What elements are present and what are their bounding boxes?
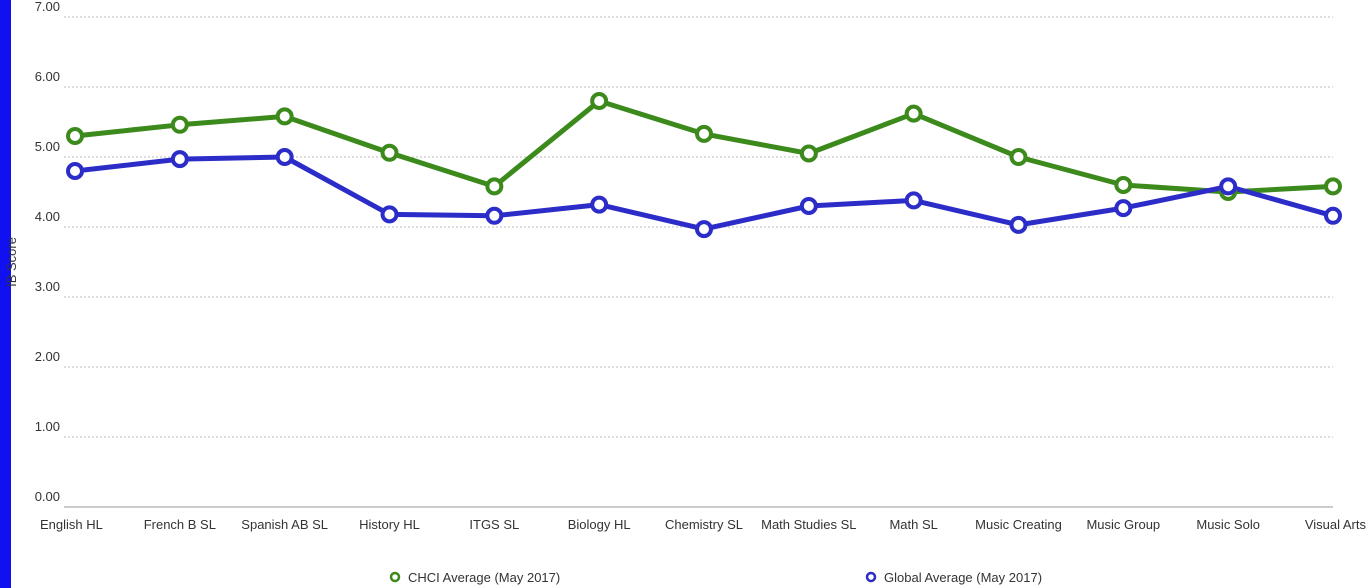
data-point xyxy=(1114,176,1133,194)
left-accent-bar xyxy=(0,0,11,588)
x-tick-label: History HL xyxy=(359,517,420,532)
x-tick-label: Visual Arts xyxy=(1305,517,1367,532)
data-point xyxy=(275,148,294,166)
x-tick-label: ITGS SL xyxy=(469,517,519,532)
series xyxy=(66,92,1342,239)
data-point xyxy=(1219,177,1238,196)
gridlines xyxy=(64,16,1333,508)
data-point xyxy=(485,177,504,196)
data-point xyxy=(1009,148,1028,166)
y-axis-ticks: 0.00 1.00 2.00 3.00 4.00 5.00 6.00 7.00 xyxy=(35,0,60,504)
x-tick-label: English HL xyxy=(40,517,103,532)
legend-marker xyxy=(389,571,401,583)
data-point xyxy=(1324,177,1342,196)
data-point xyxy=(275,107,294,126)
y-tick-label: 6.00 xyxy=(35,69,60,84)
data-point xyxy=(904,191,923,210)
data-point xyxy=(1009,215,1028,234)
y-tick-label: 2.00 xyxy=(35,349,60,364)
legend: CHCI Average (May 2017) Global Average (M… xyxy=(389,570,1042,585)
x-tick-label: Chemistry SL xyxy=(665,517,743,532)
data-point xyxy=(1114,199,1133,218)
y-tick-label: 3.00 xyxy=(35,279,60,294)
data-point xyxy=(590,195,609,214)
data-point xyxy=(66,162,84,180)
data-point xyxy=(66,127,84,145)
y-tick-label: 4.00 xyxy=(35,209,60,224)
x-axis-ticks: English HL French B SL Spanish AB SL Histor… xyxy=(40,517,1366,532)
data-point xyxy=(904,104,923,123)
data-point xyxy=(170,115,189,134)
data-point xyxy=(695,124,713,143)
series-line xyxy=(72,98,1336,195)
data-point xyxy=(485,206,504,225)
y-tick-label: 0.00 xyxy=(35,489,60,504)
data-point xyxy=(380,143,399,162)
y-tick-label: 7.00 xyxy=(35,0,60,14)
data-point xyxy=(799,197,818,215)
x-tick-label: Music Solo xyxy=(1196,517,1260,532)
x-tick-label: Spanish AB SL xyxy=(241,517,328,532)
y-axis-title: IB Score xyxy=(4,237,19,287)
x-tick-label: Math Studies SL xyxy=(761,517,856,532)
data-point xyxy=(170,150,189,169)
legend-marker xyxy=(865,571,877,583)
legend-label: Global Average (May 2017) xyxy=(884,570,1042,585)
series-line xyxy=(72,154,1336,232)
x-tick-label: Math SL xyxy=(889,517,937,532)
x-tick-label: Music Creating xyxy=(975,517,1062,532)
data-point xyxy=(380,205,399,224)
data-point xyxy=(799,144,818,163)
y-tick-label: 5.00 xyxy=(35,139,60,154)
x-tick-label: Biology HL xyxy=(568,517,631,532)
data-point xyxy=(695,220,713,239)
x-tick-label: French B SL xyxy=(144,517,216,532)
legend-label: CHCI Average (May 2017) xyxy=(408,570,560,585)
x-tick-label: Music Group xyxy=(1086,517,1160,532)
data-point xyxy=(590,92,609,110)
data-point xyxy=(1324,206,1342,225)
y-tick-label: 1.00 xyxy=(35,419,60,434)
